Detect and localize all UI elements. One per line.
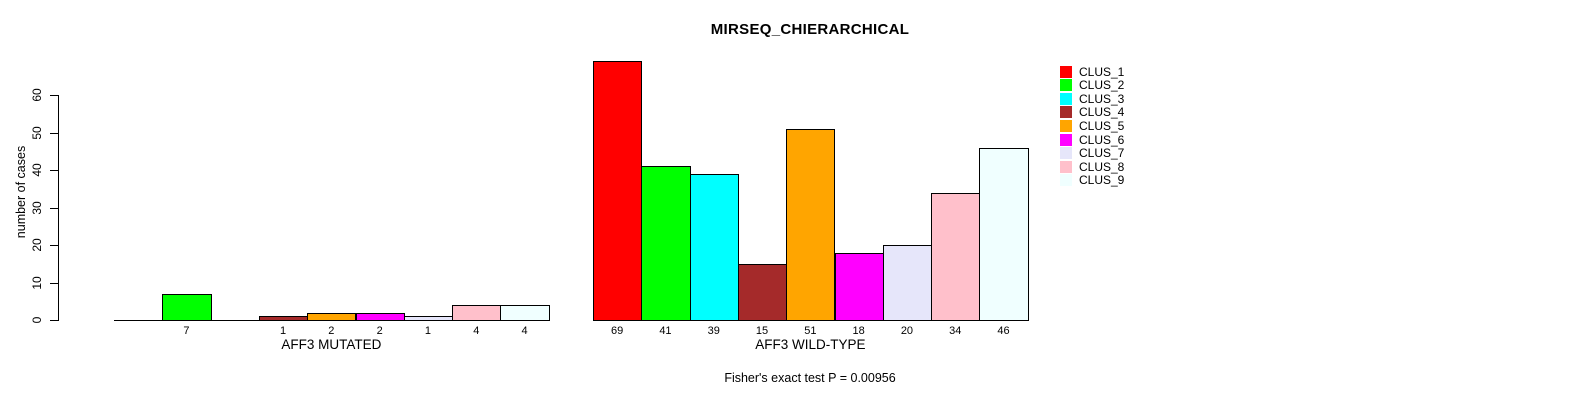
legend-swatch	[1060, 106, 1072, 119]
y-tick-label: 20	[30, 238, 44, 252]
bar-clus_6	[355, 312, 405, 321]
y-tick	[50, 245, 58, 246]
bar-value-label: 4	[473, 325, 480, 337]
legend-swatch	[1060, 160, 1072, 173]
bar-clus_8	[452, 305, 502, 321]
y-tick	[50, 95, 58, 96]
y-tick-label: 10	[30, 275, 44, 290]
group-label-aff3-mutated: AFF3 MUTATED	[281, 337, 382, 352]
annotation-fisher-test: Fisher's exact test P = 0.00956	[724, 371, 896, 385]
y-tick-label: 0	[30, 316, 44, 324]
legend-label: CLUS_2	[1079, 78, 1125, 93]
y-tick-label: 60	[30, 88, 44, 102]
legend-label: CLUS_5	[1079, 118, 1125, 133]
bar-clus_2	[641, 166, 691, 321]
bar-value-label: 51	[804, 325, 817, 337]
legend-label: CLUS_6	[1079, 132, 1125, 147]
bar-clus_7	[882, 245, 933, 321]
legend-swatch	[1060, 119, 1072, 132]
legend-item: CLUS_4	[1060, 105, 1124, 119]
bar-value-label: 20	[900, 325, 914, 337]
y-tick	[50, 132, 58, 134]
y-tick	[50, 320, 58, 321]
bar-value-label: 69	[611, 325, 624, 337]
bar-clus_1	[593, 61, 643, 321]
bar-clus_3	[689, 173, 739, 321]
bar-clus_9	[979, 147, 1029, 321]
chart-title: MIRSEQ_CHIERARCHICAL	[710, 21, 910, 38]
legend-swatch	[1060, 174, 1072, 187]
legend-item: CLUS_5	[1060, 119, 1124, 133]
y-tick	[50, 170, 58, 171]
group-label-aff3-wild-type: AFF3 WILD-TYPE	[755, 337, 866, 352]
legend-item: CLUS_8	[1060, 160, 1124, 174]
bar-clus_2	[162, 293, 212, 321]
legend-swatch	[1060, 65, 1072, 78]
bar-value-label: 39	[707, 325, 720, 337]
bar-value-label: 34	[949, 325, 962, 337]
legend-item: CLUS_1	[1060, 65, 1124, 79]
legend-item: CLUS_7	[1060, 146, 1124, 160]
legend-swatch	[1060, 147, 1072, 160]
legend-swatch	[1060, 133, 1072, 146]
y-tick-label: 50	[30, 125, 44, 140]
y-tick-label: 30	[30, 200, 44, 215]
bar-clus_1	[114, 320, 164, 321]
y-axis-line	[58, 94, 59, 321]
legend-label: CLUS_4	[1079, 105, 1125, 120]
y-tick-label: 40	[30, 163, 44, 177]
bar-clus_4	[737, 263, 788, 321]
bar-value-label: 46	[997, 325, 1010, 337]
bar-value-label: 41	[659, 325, 672, 337]
legend-item: CLUS_9	[1060, 173, 1124, 187]
legend-item: CLUS_3	[1060, 92, 1124, 106]
bar-value-label: 1	[279, 325, 287, 337]
bar-clus_5	[786, 128, 836, 321]
bar-clus_4	[258, 316, 309, 321]
legend-label: CLUS_8	[1079, 159, 1125, 174]
bar-clus_9	[500, 305, 550, 321]
legend-swatch	[1060, 79, 1072, 92]
legend-label: CLUS_1	[1079, 64, 1125, 79]
y-axis-label: number of cases	[14, 145, 28, 239]
legend-item: CLUS_6	[1060, 133, 1124, 147]
bar-clus_6	[834, 252, 884, 321]
bar-clus_5	[307, 312, 357, 321]
bar-value-label: 2	[376, 325, 383, 337]
bar-clus_8	[931, 192, 981, 321]
bar-value-label: 7	[183, 325, 190, 337]
legend-label: CLUS_7	[1079, 146, 1125, 161]
legend-label: CLUS_3	[1079, 91, 1125, 106]
bar-clus_3	[210, 320, 260, 321]
legend-item: CLUS_2	[1060, 78, 1124, 92]
legend-label: CLUS_9	[1079, 173, 1125, 188]
y-tick	[50, 282, 58, 284]
bar-value-label: 2	[328, 325, 335, 337]
bar-clus_7	[403, 316, 454, 321]
bar-value-label: 18	[852, 325, 865, 337]
legend-swatch	[1060, 92, 1072, 105]
y-tick	[50, 207, 58, 209]
bar-value-label: 4	[521, 325, 528, 337]
bar-value-label: 15	[755, 325, 769, 337]
bar-value-label: 1	[424, 325, 431, 337]
